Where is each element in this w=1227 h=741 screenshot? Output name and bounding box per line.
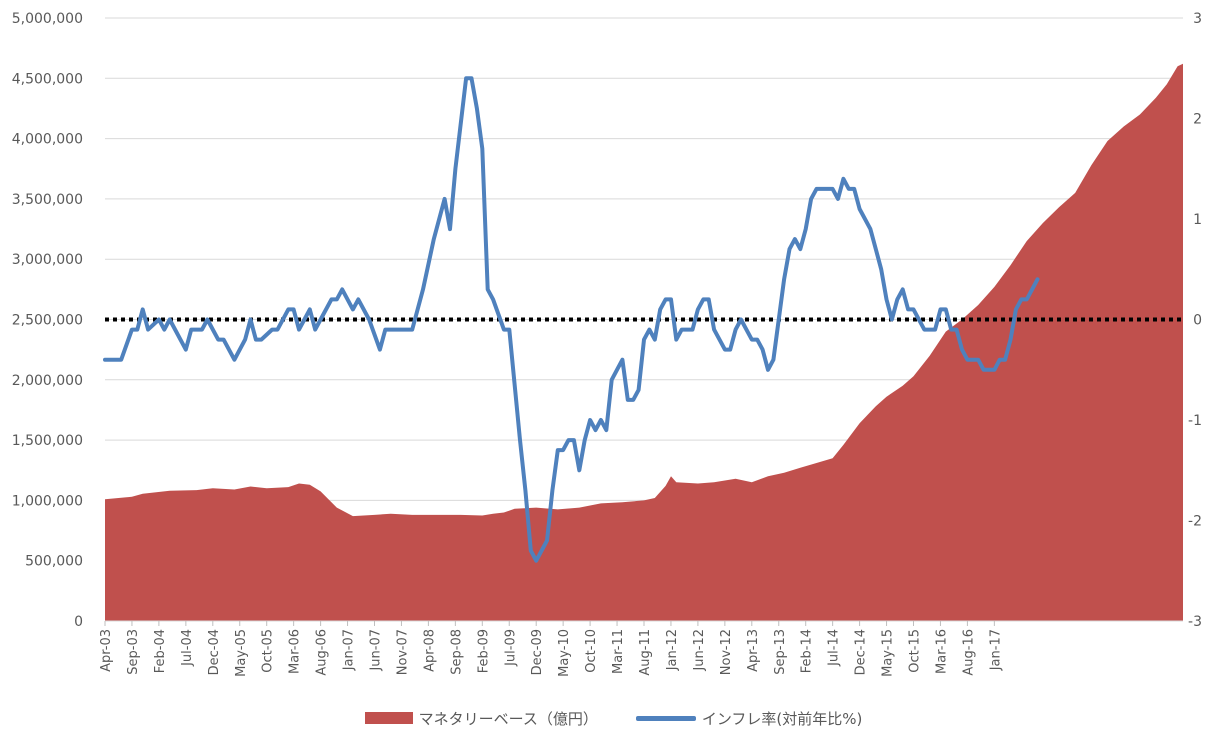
- x-tick-label: Apr-13: [746, 629, 761, 672]
- x-tick-label: May-15: [881, 629, 896, 677]
- monetary-base-area-layer: [105, 63, 1183, 622]
- x-tick-label: May-10: [557, 629, 572, 677]
- left-tick-label: 0: [74, 614, 83, 630]
- right-tick-label: 2: [1193, 112, 1202, 128]
- x-tick-label: Sep-03: [126, 629, 141, 675]
- x-tick-label: Apr-08: [422, 629, 437, 672]
- right-tick-label: -3: [1188, 614, 1202, 630]
- x-tick-label: Feb-09: [476, 629, 491, 673]
- x-tick-label: Jul-04: [180, 629, 195, 667]
- x-tick-label: Jun-12: [692, 629, 707, 672]
- x-tick-label: Mar-06: [288, 629, 303, 674]
- x-tick-label: Oct-15: [908, 629, 923, 673]
- legend-label-monetary-base: マネタリーベース（億円）: [418, 709, 598, 728]
- left-tick-label: 4,000,000: [12, 132, 83, 148]
- x-tick-label: Aug-16: [961, 629, 976, 676]
- right-tick-label: 1: [1193, 212, 1202, 228]
- x-tick-label: Dec-14: [854, 629, 869, 675]
- x-axis-ticks: Apr-03 Sep-03 Feb-04 Jul-04 Dec-04 May-05 Oct-…: [99, 620, 1183, 677]
- x-tick-label: Aug-06: [315, 629, 330, 676]
- x-tick-label: Sep-13: [773, 629, 788, 675]
- left-tick-label: 2,000,000: [12, 373, 83, 389]
- right-tick-label: 3: [1193, 11, 1202, 27]
- legend: マネタリーベース（億円） インフレ率(対前年比%): [0, 706, 1227, 730]
- x-tick-label: Nov-07: [395, 629, 410, 675]
- left-tick-label: 500,000: [25, 554, 83, 570]
- legend-swatch-line: [635, 715, 696, 721]
- legend-label-inflation: インフレ率(対前年比%): [701, 709, 863, 728]
- x-tick-label: Mar-11: [611, 629, 626, 674]
- left-tick-label: 1,000,000: [12, 493, 83, 509]
- x-tick-label: Aug-11: [638, 629, 653, 676]
- legend-swatch-area: [364, 712, 413, 724]
- left-tick-label: 2,500,000: [12, 313, 83, 329]
- x-tick-label: Jan-07: [342, 629, 357, 671]
- x-tick-label: Oct-05: [261, 629, 276, 673]
- x-tick-label: Oct-10: [584, 629, 599, 673]
- right-tick-label: 0: [1193, 313, 1202, 329]
- x-tick-label: Jan-12: [665, 629, 680, 671]
- left-tick-label: 3,000,000: [12, 252, 83, 268]
- x-tick-label: Nov-12: [719, 629, 734, 675]
- left-tick-label: 1,500,000: [12, 433, 83, 449]
- left-tick-label: 3,500,000: [12, 192, 83, 208]
- x-tick-label: Jun-07: [369, 629, 384, 672]
- monetary-base-area: [105, 63, 1183, 622]
- right-tick-label: -2: [1188, 514, 1202, 530]
- x-tick-label: Jul-14: [827, 629, 842, 667]
- inflation-line: [103, 76, 1040, 563]
- legend-item-inflation: インフレ率(対前年比%): [635, 708, 863, 729]
- x-tick-label: Jan-17: [988, 629, 1003, 671]
- x-tick-label: May-05: [234, 629, 249, 677]
- left-tick-label: 5,000,000: [12, 11, 83, 27]
- x-tick-label: Feb-14: [800, 629, 815, 673]
- left-axis-ticks: 0 500,000 1,000,000 1,500,000 2,000,000 2,500…: [12, 11, 83, 630]
- x-tick-label: Apr-03: [99, 629, 114, 672]
- x-tick-label: Dec-04: [207, 629, 222, 675]
- x-tick-label: Dec-09: [530, 629, 545, 675]
- x-tick-label: Sep-08: [449, 629, 464, 675]
- x-tick-label: Feb-04: [153, 629, 168, 673]
- x-tick-label: Mar-16: [934, 629, 949, 674]
- x-tick-label: Jul-09: [503, 629, 518, 667]
- legend-item-monetary-base: マネタリーベース（億円）: [364, 708, 598, 729]
- left-tick-label: 4,500,000: [12, 71, 83, 87]
- right-axis-ticks: -3 -2 -1 0 1 2 3: [1188, 11, 1202, 630]
- right-tick-label: -1: [1188, 413, 1202, 429]
- inflation-line-layer: [103, 76, 1040, 563]
